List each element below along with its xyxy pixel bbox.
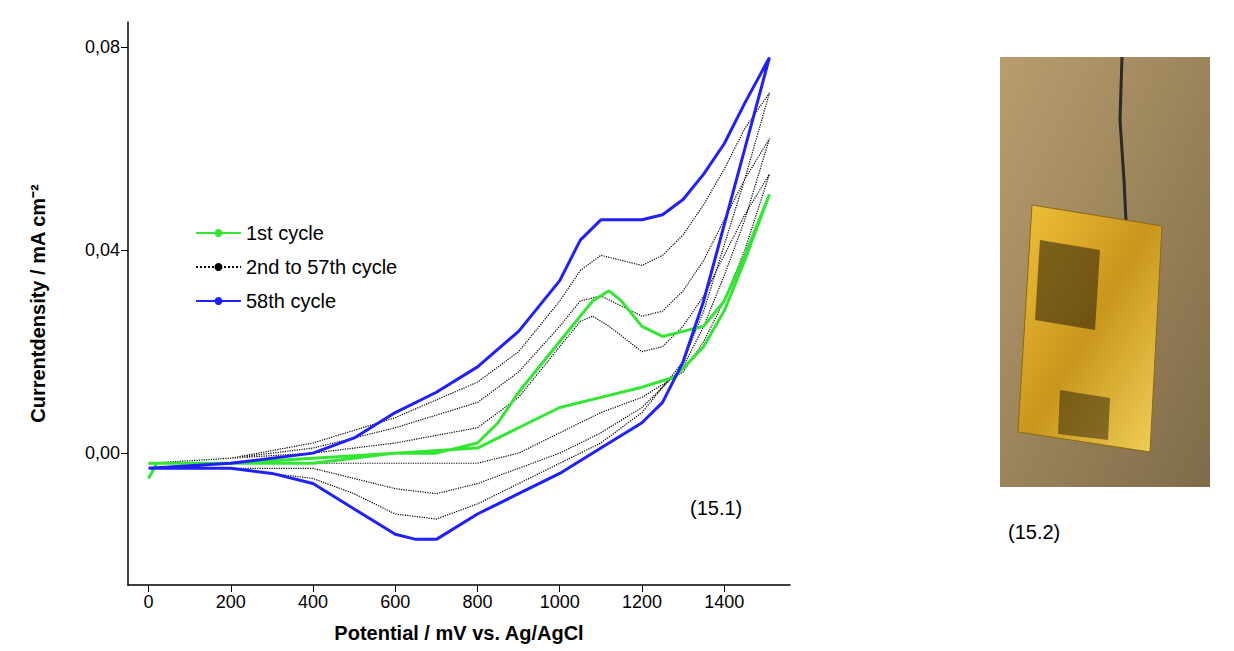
- svg-text:1200: 1200: [622, 592, 662, 612]
- svg-text:0,00: 0,00: [85, 443, 120, 463]
- svg-text:200: 200: [216, 592, 246, 612]
- svg-text:58th cycle: 58th cycle: [246, 290, 336, 312]
- svg-text:1000: 1000: [540, 592, 580, 612]
- svg-text:600: 600: [380, 592, 410, 612]
- svg-text:1st cycle: 1st cycle: [246, 222, 324, 244]
- svg-text:(15.2): (15.2): [1008, 521, 1060, 543]
- svg-text:Potential / mV vs. Ag/AgCl: Potential / mV vs. Ag/AgCl: [334, 622, 583, 644]
- svg-text:1400: 1400: [704, 592, 744, 612]
- svg-text:Currentdensity / mA cm⁻²: Currentdensity / mA cm⁻²: [27, 184, 49, 423]
- svg-text:800: 800: [462, 592, 492, 612]
- svg-text:0: 0: [144, 592, 154, 612]
- svg-text:0,08: 0,08: [85, 37, 120, 57]
- svg-text:0,04: 0,04: [85, 240, 120, 260]
- svg-text:2nd to 57th cycle: 2nd to 57th cycle: [246, 256, 397, 278]
- svg-text:400: 400: [298, 592, 328, 612]
- svg-text:(15.1): (15.1): [690, 497, 742, 519]
